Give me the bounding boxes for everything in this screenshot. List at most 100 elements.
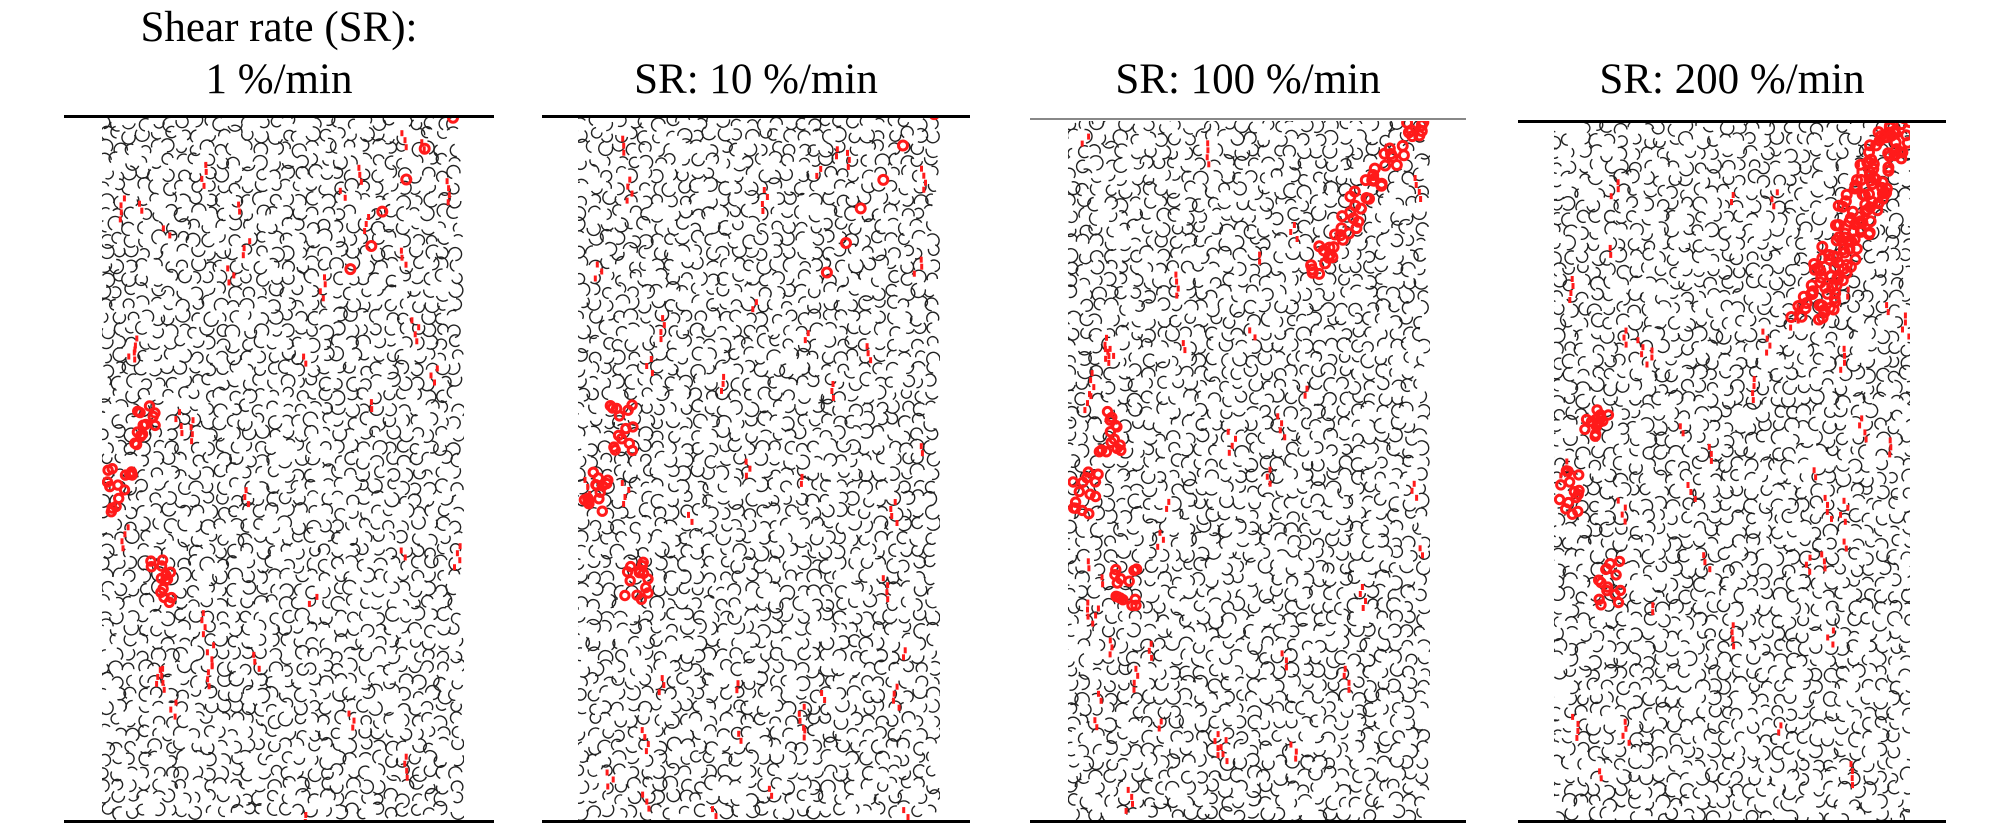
slip-particle	[140, 207, 144, 214]
slip-particle	[847, 156, 851, 163]
slip-particle	[1132, 679, 1136, 686]
slip-particle	[1843, 518, 1847, 525]
slip-particle	[720, 387, 723, 394]
slip-particle	[323, 281, 327, 288]
slip-particle	[1124, 807, 1128, 814]
specimen-canvas	[578, 118, 940, 822]
slip-particle	[1846, 504, 1850, 511]
slip-particle	[1107, 359, 1111, 366]
slip-particle	[1571, 713, 1575, 720]
shear-band-particle	[1355, 202, 1367, 215]
slip-cluster-particle	[1114, 439, 1126, 451]
slip-particle	[420, 139, 424, 146]
slip-particle	[1174, 271, 1178, 278]
slip-particle	[413, 331, 417, 338]
slip-particle	[815, 172, 819, 179]
slip-cluster-particle	[106, 502, 118, 514]
slip-particle	[1294, 748, 1298, 755]
slip-particles	[1554, 123, 1910, 789]
slip-particle	[736, 680, 740, 687]
shear-band-particle	[365, 240, 378, 252]
slip-particle	[1765, 335, 1769, 342]
shear-band-particle	[1896, 146, 1909, 159]
slip-particle	[1622, 334, 1626, 341]
slip-particle	[1576, 727, 1580, 734]
slip-particle	[920, 165, 923, 172]
slip-cluster-particle	[642, 587, 654, 599]
slip-particle	[846, 163, 850, 170]
slip-particle	[1092, 384, 1096, 391]
shear-band-particle	[897, 139, 909, 152]
shear-band-particle	[1876, 187, 1889, 200]
slip-particle	[210, 663, 214, 670]
slip-particle	[1149, 640, 1153, 647]
shear-band-particle	[1368, 162, 1381, 175]
specimen-canvas	[102, 118, 464, 822]
slip-particle	[1096, 605, 1100, 612]
slip-particle	[1292, 222, 1296, 228]
slip-particle	[359, 178, 363, 185]
slip-particle	[227, 279, 231, 286]
slip-particle	[1086, 613, 1090, 620]
slip-particle	[600, 268, 604, 275]
slip-particle	[1105, 334, 1108, 341]
slip-particle	[1253, 334, 1257, 341]
top-plate	[64, 115, 494, 118]
slip-particle	[1703, 559, 1707, 566]
slip-particle	[802, 734, 806, 741]
slip-particle	[1413, 175, 1417, 181]
slip-particle	[119, 209, 123, 216]
slip-particle	[754, 299, 758, 306]
panel-title-line-1: SR: 100 %/min	[1115, 56, 1381, 103]
slip-particle	[627, 487, 631, 493]
slip-cluster-particle	[126, 469, 138, 481]
slip-particle	[1181, 340, 1185, 347]
slip-particle	[1419, 196, 1423, 202]
slip-particle	[156, 673, 160, 680]
slip-cluster-particle	[119, 469, 132, 481]
slip-particle	[1258, 251, 1262, 258]
slip-particle	[1678, 423, 1682, 430]
slip-particle	[241, 252, 245, 259]
slip-particle	[1731, 636, 1735, 643]
slip-particle	[1627, 739, 1631, 746]
slip-particle	[1080, 140, 1084, 147]
slip-particle	[1132, 686, 1136, 693]
shear-band-particle	[1397, 149, 1410, 162]
slip-particle	[453, 564, 456, 571]
slip-particle	[865, 343, 869, 350]
slip-particle	[1804, 561, 1808, 568]
slip-particle	[657, 689, 661, 696]
slip-particle	[751, 306, 755, 313]
slip-particle	[835, 146, 839, 153]
slip-particle	[118, 216, 122, 223]
slip-particle	[892, 697, 895, 704]
shear-band-particle	[1864, 174, 1877, 187]
slip-particle	[1752, 383, 1756, 390]
granular-specimen	[1068, 121, 1430, 821]
slip-particle	[190, 431, 194, 438]
shear-band-particle	[1313, 267, 1326, 280]
slip-particle	[1183, 347, 1187, 354]
shear-band-particle	[1413, 129, 1426, 142]
panel-sr-100: SR: 100 %/min	[1030, 0, 1466, 827]
slip-cluster-particle	[1568, 486, 1581, 498]
shear-band-particle	[1814, 264, 1827, 277]
slip-cluster-particle	[1593, 593, 1605, 605]
slip-cluster-particle	[159, 575, 172, 587]
slip-cluster-particle	[642, 573, 654, 585]
slip-particle	[1693, 496, 1697, 502]
slip-cluster-particle	[1084, 488, 1096, 500]
slip-cluster-particle	[1560, 465, 1573, 477]
slip-particle	[1842, 345, 1846, 352]
slip-particle	[1851, 782, 1854, 789]
slip-particle	[1206, 147, 1210, 154]
slip-particle	[138, 200, 141, 207]
slip-particle	[237, 201, 241, 208]
slip-cluster-particle	[155, 586, 167, 599]
slip-particle	[922, 172, 926, 179]
shear-band-particle	[1808, 263, 1821, 276]
slip-particle	[660, 675, 664, 682]
slip-particle	[1216, 752, 1220, 759]
slip-particle	[1131, 800, 1134, 807]
